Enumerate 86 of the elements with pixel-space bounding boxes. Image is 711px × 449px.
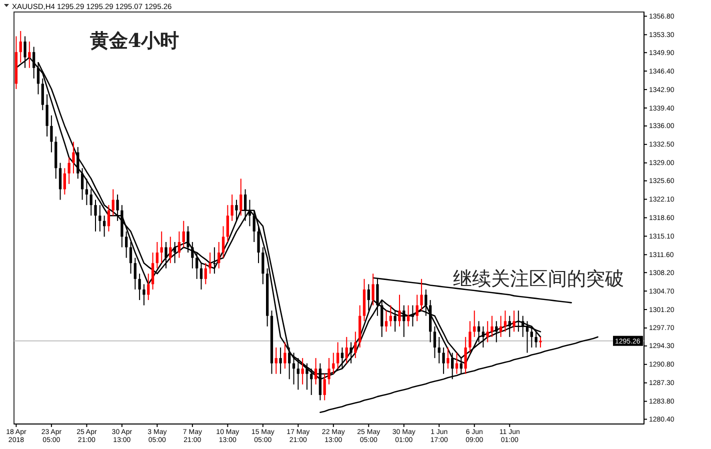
candlestick	[41, 78, 44, 111]
candlestick	[156, 242, 159, 269]
candlestick	[486, 320, 489, 343]
candlestick	[380, 300, 384, 338]
candlestick	[68, 157, 70, 184]
candlestick	[129, 242, 132, 274]
candlestick	[218, 242, 220, 269]
candlestick	[107, 204, 110, 232]
candlestick	[147, 273, 150, 301]
candlestick	[384, 310, 388, 332]
candlestick	[94, 199, 97, 232]
candlestick	[336, 342, 340, 370]
candlestick	[90, 188, 92, 216]
candlestick	[438, 336, 440, 364]
candlestick	[28, 41, 31, 68]
candlestick	[354, 331, 357, 359]
candlestick	[530, 326, 533, 348]
candlestick	[58, 162, 62, 200]
candlestick	[372, 273, 374, 306]
candlestick	[468, 320, 472, 354]
candlestick	[138, 273, 141, 301]
candlestick	[125, 230, 128, 258]
annotation: 继续关注区间的突破	[453, 268, 624, 290]
candlestick	[244, 188, 247, 222]
candlestick	[142, 284, 146, 306]
candlestick	[98, 204, 102, 232]
candlestick	[164, 242, 168, 269]
candlestick	[328, 358, 330, 385]
candlestick	[301, 358, 304, 385]
candlestick	[72, 141, 75, 174]
candlestick	[200, 262, 203, 290]
candlestick	[196, 252, 198, 280]
candlestick	[178, 230, 181, 258]
candlestick	[279, 347, 282, 374]
candlestick	[226, 204, 229, 243]
candlestick	[204, 262, 207, 285]
candlestick	[222, 226, 225, 258]
candlestick	[213, 246, 216, 274]
candlestick	[424, 288, 428, 316]
candlestick	[112, 188, 114, 216]
candlestick	[367, 284, 370, 312]
candlestick	[512, 310, 516, 332]
candlestick	[508, 315, 511, 338]
candlestick	[411, 304, 414, 327]
candlestick	[314, 358, 318, 385]
candlestick	[464, 336, 467, 374]
candlestick	[274, 347, 278, 374]
candlestick	[191, 242, 194, 269]
candlestick	[252, 210, 256, 243]
candlestick	[208, 252, 212, 274]
candlestick	[446, 347, 450, 370]
candlestick	[442, 347, 445, 374]
candlestick	[169, 236, 172, 264]
candlestick	[420, 278, 423, 312]
candlestick	[517, 310, 520, 332]
candlestick	[350, 342, 352, 364]
candlestick	[76, 146, 80, 180]
candlestick	[116, 194, 119, 222]
candlestick	[323, 373, 326, 401]
candlestick	[46, 94, 48, 137]
candlestick	[182, 220, 185, 248]
candlestick	[534, 331, 538, 348]
candlestick	[284, 342, 286, 370]
candlestick	[63, 168, 66, 196]
candlestick	[235, 199, 238, 222]
candlestick	[416, 294, 418, 322]
candlestick	[398, 294, 401, 327]
candlestick	[482, 326, 485, 348]
candlestick	[345, 336, 348, 364]
candlestick	[433, 326, 436, 359]
candlestick	[19, 30, 22, 64]
candlestick	[134, 257, 136, 290]
candlestick	[50, 114, 53, 153]
candlestick	[240, 178, 242, 216]
candlestick	[402, 304, 406, 338]
candlestick	[80, 168, 84, 200]
candlestick	[257, 226, 260, 264]
candlestick	[262, 246, 264, 285]
candlestick	[186, 226, 190, 254]
candlestick	[504, 310, 507, 332]
candlestick	[230, 194, 234, 222]
candlestick	[85, 178, 88, 206]
candlestick	[490, 315, 494, 338]
text: 黄金4小时	[89, 30, 180, 52]
candlestick	[151, 252, 154, 290]
line-series	[320, 336, 598, 414]
